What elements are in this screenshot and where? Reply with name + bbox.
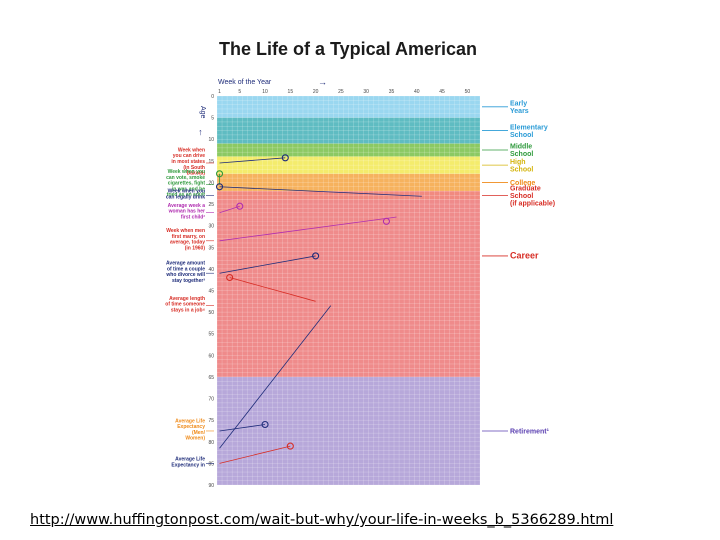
annotation-marker	[215, 183, 224, 191]
stage-label: Graduate School (if applicable)	[510, 185, 555, 207]
annotation-label: Average length of time someone stays in a …	[165, 296, 205, 314]
y-tick-label: 50	[208, 310, 214, 316]
week-grid	[216, 95, 481, 486]
x-tick-label: 25	[338, 89, 344, 95]
annotation-label: Week when you can drive in most states (in …	[171, 147, 205, 176]
y-tick-label: 80	[208, 440, 214, 446]
annotation-label: Week when you can vote, smoke cigarettes, …	[166, 169, 205, 198]
y-tick-label: 85	[208, 461, 214, 467]
x-tick-label: 15	[288, 89, 294, 95]
x-tick-label: 20	[313, 89, 319, 95]
stage-band-6	[217, 199, 480, 377]
annotation-marker	[312, 252, 320, 260]
x-tick-label: 50	[465, 89, 471, 95]
annotation-connector	[219, 445, 291, 464]
annotation-label: Average week a woman has her first child²	[168, 203, 206, 221]
stage-band-3	[217, 156, 480, 174]
annotation-marker	[286, 442, 294, 450]
stage-label: Early Years	[510, 101, 529, 116]
annotation-connector	[219, 186, 422, 197]
annotation-connector	[229, 277, 316, 302]
y-axis-label: Age	[199, 106, 206, 119]
annotation-marker	[382, 217, 390, 225]
annotation-label: Week when you can legally drink	[166, 189, 205, 201]
source-url-link[interactable]: http://www.huffingtonpost.com/wait-but-w…	[30, 512, 614, 528]
y-tick-label: 10	[208, 137, 214, 143]
annotation-marker	[236, 202, 244, 210]
y-tick-label: 15	[208, 159, 214, 165]
annotation-marker	[261, 420, 269, 429]
y-tick-label: 0	[211, 94, 214, 100]
chart-body: Week of the Year →1 5 10 15 20 25 30 35 40 45 50Age…	[165, 77, 555, 489]
x-tick-label: 1	[218, 89, 221, 95]
annotation-connector	[219, 305, 332, 449]
chart-title: The Life of a Typical American	[219, 39, 477, 59]
annotation-label: Week when men first marry, on average, tod…	[166, 228, 205, 251]
annotation-label: Average amount of time a couple who divorc…	[165, 261, 205, 284]
y-tick-label: 65	[208, 375, 214, 381]
x-tick-label: 30	[363, 89, 369, 95]
y-tick-label: 60	[208, 353, 214, 359]
y-tick-label: 90	[208, 483, 214, 489]
stage-band-4	[217, 173, 480, 192]
y-tick-label: 25	[208, 202, 214, 208]
x-axis-label: Week of the Year	[218, 79, 272, 86]
stage-band-5	[217, 191, 480, 200]
y-tick-label: 5	[211, 116, 214, 122]
stage-label: Career	[510, 250, 539, 260]
x-tick-label: 40	[414, 89, 420, 95]
x-tick-label: 5	[238, 89, 241, 95]
y-tick-label: 45	[208, 289, 214, 295]
annotation-connector	[219, 216, 397, 242]
y-tick-label: 40	[208, 267, 214, 273]
y-tick-label: 30	[208, 224, 214, 230]
y-tick-label: 55	[208, 332, 214, 338]
stage-label: Elementary School	[510, 124, 548, 139]
stage-band-2	[217, 143, 480, 157]
annotation-label: Average Life Expectancy in	[171, 456, 205, 468]
annotation-marker	[226, 273, 234, 282]
annotation-marker	[215, 170, 224, 178]
stage-label: College	[510, 180, 535, 187]
annotation-connector	[219, 157, 286, 164]
x-tick-label: 45	[439, 89, 445, 95]
x-axis-arrow: →	[318, 77, 327, 87]
annotation-connector	[219, 424, 266, 432]
annotation-marker	[281, 154, 289, 162]
annotation-label: Average Life Expectancy (Men/Women)	[175, 418, 205, 441]
stage-band-0	[217, 96, 480, 118]
stage-band-1	[217, 117, 480, 144]
x-tick-label: 35	[389, 89, 395, 95]
y-tick-label: 35	[208, 245, 214, 251]
x-tick-label: 10	[262, 89, 268, 95]
stage-label: Middle School	[510, 144, 533, 159]
stage-label: High School	[510, 159, 533, 174]
y-tick-label: 70	[208, 397, 214, 403]
stage-label: Retirement¹	[510, 428, 550, 435]
annotation-connector	[219, 255, 316, 274]
y-tick-label: 20	[208, 180, 214, 186]
y-axis-arrow: ←	[197, 128, 207, 137]
y-tick-label: 75	[208, 418, 214, 424]
